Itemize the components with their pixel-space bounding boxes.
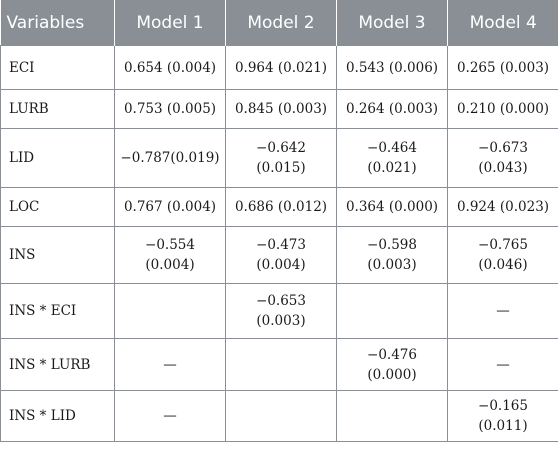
table-row: LID −0.787(0.019) −0.642 (0.015) −0.464 …	[0, 128, 558, 188]
row-variable: INS * ECI	[0, 283, 115, 339]
table-cell: −0.598 (0.003)	[336, 226, 448, 284]
row-variable: INS * LID	[0, 390, 115, 442]
results-table: Variables Model 1 Model 2 Model 3 Model …	[0, 0, 558, 442]
table-cell: 0.686 (0.012)	[225, 187, 337, 227]
table-cell	[114, 283, 226, 339]
table-cell: 0.264 (0.003)	[336, 89, 448, 129]
row-variable: INS * LURB	[0, 338, 115, 391]
table-cell: 0.265 (0.003)	[447, 45, 558, 90]
table-cell: −0.554 (0.004)	[114, 226, 226, 284]
table-cell: —	[447, 338, 558, 391]
table-cell: 0.924 (0.023)	[447, 187, 558, 227]
row-variable: ECI	[0, 45, 115, 90]
table-cell	[336, 283, 448, 339]
table-cell: −0.642 (0.015)	[225, 128, 337, 188]
table-cell: −0.673 (0.043)	[447, 128, 558, 188]
table-cell: 0.654 (0.004)	[114, 45, 226, 90]
table-cell: —	[114, 338, 226, 391]
table-cell: 0.767 (0.004)	[114, 187, 226, 227]
header-row: Variables Model 1 Model 2 Model 3 Model …	[0, 0, 558, 46]
table-cell: −0.765 (0.046)	[447, 226, 558, 284]
header-model-2: Model 2	[225, 0, 337, 46]
table-cell: −0.476 (0.000)	[336, 338, 448, 391]
table-cell	[225, 390, 337, 442]
table-cell: −0.464 (0.021)	[336, 128, 448, 188]
table-row: ECI 0.654 (0.004) 0.964 (0.021) 0.543 (0…	[0, 45, 558, 90]
table-cell: 0.753 (0.005)	[114, 89, 226, 129]
table-cell: −0.653 (0.003)	[225, 283, 337, 339]
table-row: INS * ECI −0.653 (0.003) —	[0, 283, 558, 339]
table-row: INS −0.554 (0.004) −0.473 (0.004) −0.598…	[0, 226, 558, 284]
row-variable: LID	[0, 128, 115, 188]
header-variables: Variables	[0, 0, 115, 46]
row-variable: INS	[0, 226, 115, 284]
table-cell: —	[447, 283, 558, 339]
table-row: LOC 0.767 (0.004) 0.686 (0.012) 0.364 (0…	[0, 187, 558, 227]
table-cell	[336, 390, 448, 442]
header-model-4: Model 4	[447, 0, 558, 46]
table-cell: −0.787(0.019)	[114, 128, 226, 188]
table-cell: −0.165 (0.011)	[447, 390, 558, 442]
row-variable: LOC	[0, 187, 115, 227]
row-variable: LURB	[0, 89, 115, 129]
table-row: LURB 0.753 (0.005) 0.845 (0.003) 0.264 (…	[0, 89, 558, 129]
table-row: INS * LURB — −0.476 (0.000) —	[0, 338, 558, 391]
table-cell: 0.364 (0.000)	[336, 187, 448, 227]
table-cell	[225, 338, 337, 391]
header-model-3: Model 3	[336, 0, 448, 46]
header-model-1: Model 1	[114, 0, 226, 46]
table-cell: 0.845 (0.003)	[225, 89, 337, 129]
table-row: INS * LID — −0.165 (0.011)	[0, 390, 558, 442]
table-cell: 0.543 (0.006)	[336, 45, 448, 90]
table-cell: −0.473 (0.004)	[225, 226, 337, 284]
table-cell: 0.964 (0.021)	[225, 45, 337, 90]
table-cell: —	[114, 390, 226, 442]
table-cell: 0.210 (0.000)	[447, 89, 558, 129]
